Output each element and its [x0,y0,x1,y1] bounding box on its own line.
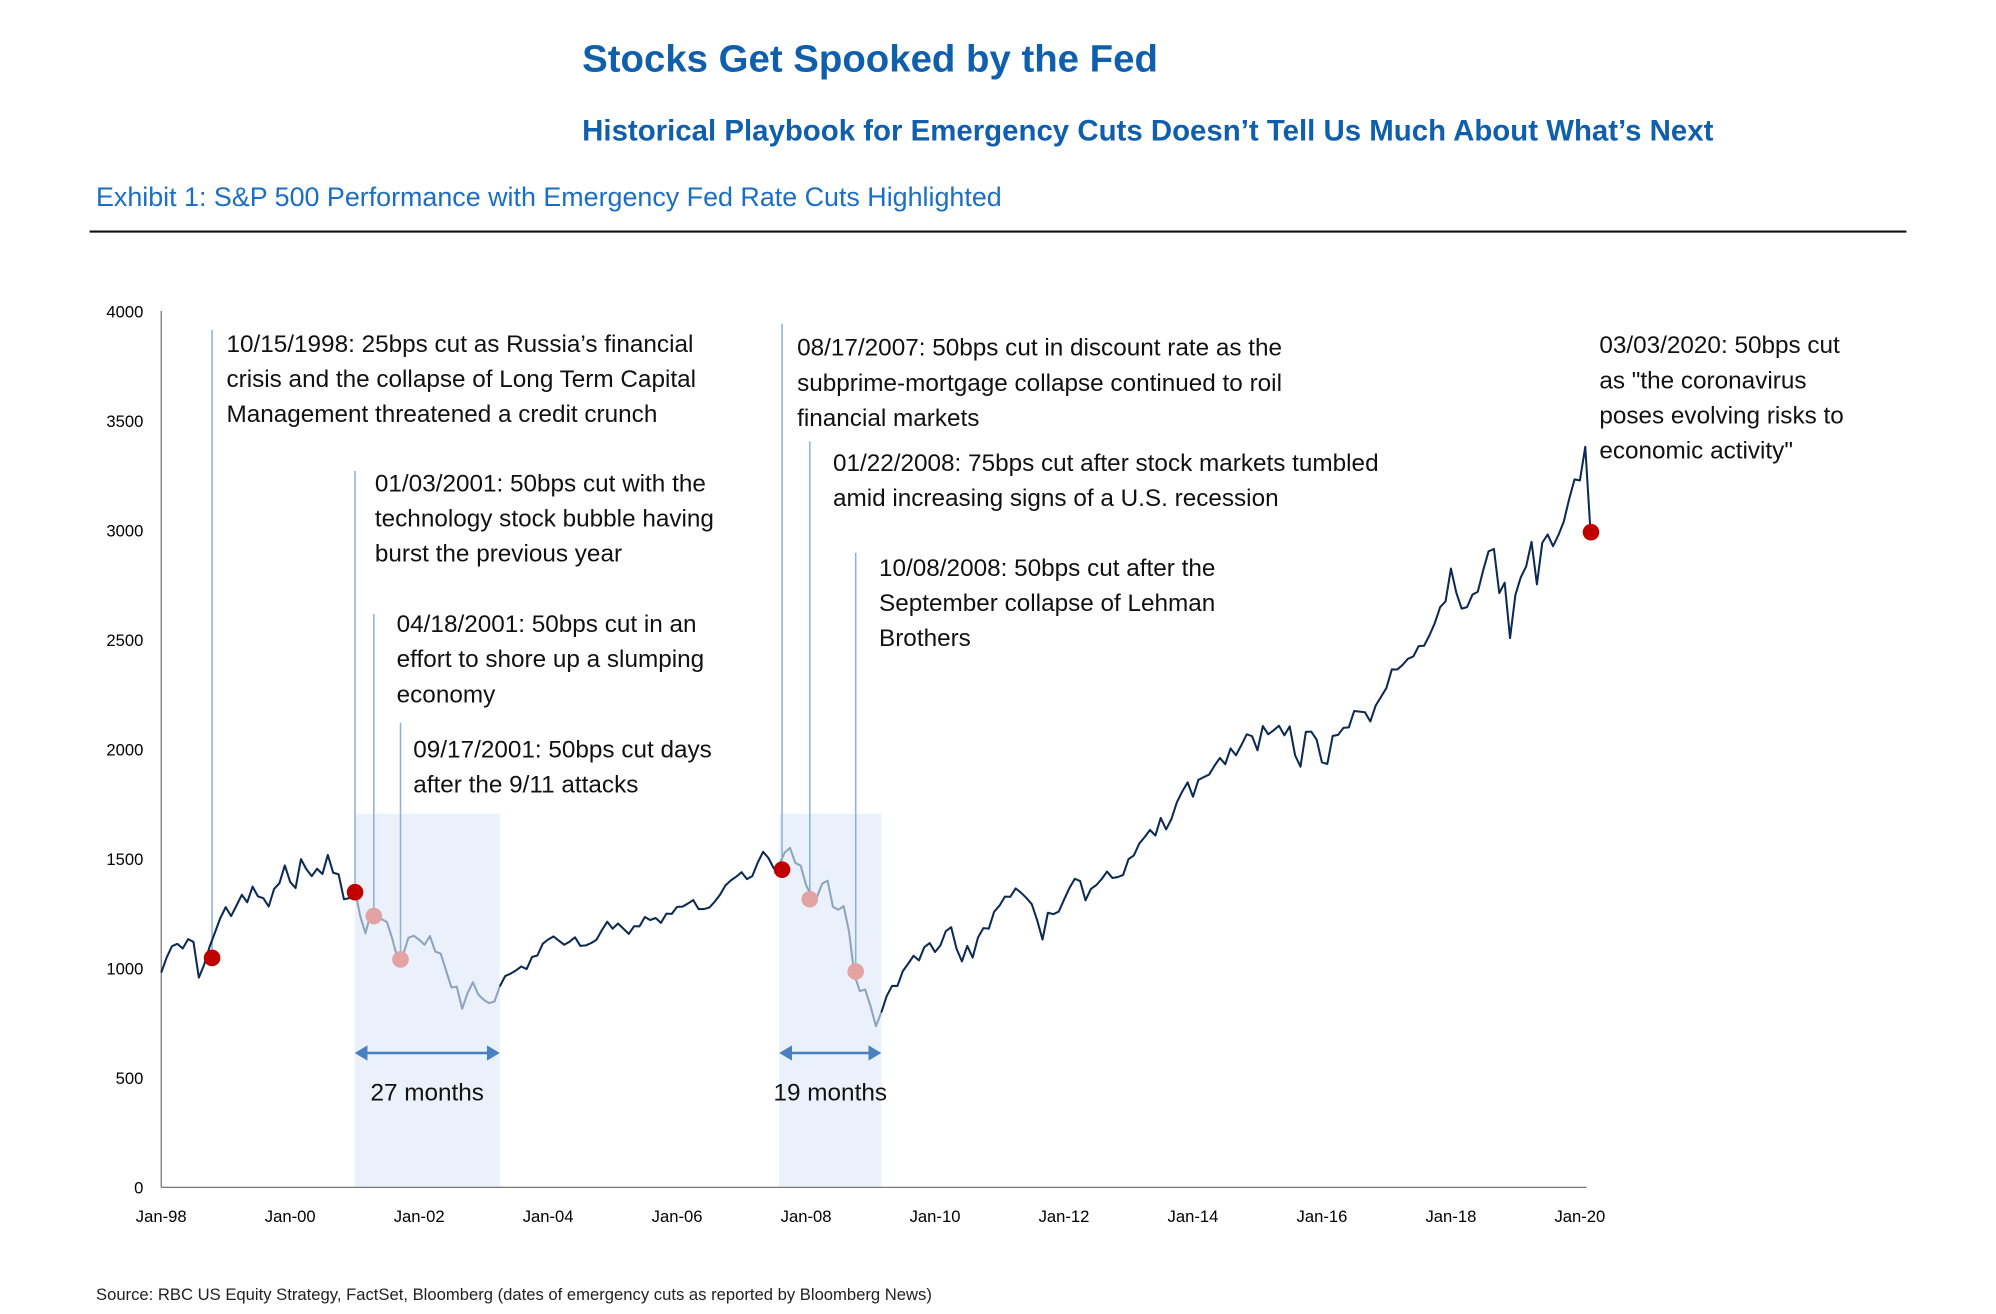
x-tick-label: Jan-20 [1554,1207,1605,1226]
span-label: 27 months [371,1079,484,1106]
annotation-line: effort to shore up a slumping [397,646,705,673]
x-tick-label: Jan-00 [265,1207,316,1226]
annotation: 01/03/2001: 50bps cut with the technology… [375,470,714,567]
line-segment [880,445,1592,1013]
line-segment-shaded [778,846,883,1028]
cut-markers [203,523,1600,980]
annotation-line: 09/17/2001: 50bps cut days [413,736,712,763]
annotation-line: burst the previous year [375,541,622,568]
annotation: 08/17/2007: 50bps cut in discount rate a… [797,335,1282,432]
x-tick-label: Jan-12 [1039,1207,1090,1226]
annotation-line: economy [397,681,496,708]
axes [160,310,1587,1188]
cut-marker [203,949,221,967]
annotation-line: 01/22/2008: 75bps cut after stock market… [833,450,1379,477]
y-tick-label: 500 [116,1069,144,1088]
cut-marker [847,963,864,980]
span-label: 19 months [774,1079,887,1106]
page-subtitle: Historical Playbook for Emergency Cuts D… [582,115,1713,148]
source-note: Source: RBC US Equity Strategy, FactSet,… [96,1285,932,1304]
cut-marker [365,907,383,925]
cut-marker [346,883,364,901]
y-tick-label: 1500 [106,850,143,869]
cut-marker [1582,523,1600,541]
annotation: 09/17/2001: 50bps cut days after the 9/11… [413,736,712,798]
cut-marker [773,861,791,878]
annotation: 10/15/1998: 25bps cut as Russia’s financ… [226,331,696,428]
y-tick-label: 0 [134,1179,143,1198]
cut-marker [392,951,409,968]
line-segment [498,850,780,987]
annotation-line: 04/18/2001: 50bps cut in an [397,611,697,638]
y-tick-label: 3000 [106,521,143,540]
annotation-line: September collapse of Lehman [879,590,1215,617]
x-tick-label: Jan-14 [1168,1207,1219,1226]
annotation-line: 03/03/2020: 50bps cut [1599,332,1840,359]
annotation: 01/22/2008: 75bps cut after stock market… [833,450,1379,512]
annotation-line: economic activity" [1599,438,1793,465]
annotation-line: crisis and the collapse of Long Term Cap… [226,366,696,393]
y-tick-label: 4000 [106,302,143,321]
x-tick-label: Jan-08 [781,1207,832,1226]
annotation-line: 10/08/2008: 50bps cut after the [879,555,1215,582]
exhibit-title: Exhibit 1: S&P 500 Performance with Emer… [96,182,1002,212]
shaded-period [779,813,882,1188]
x-tick-label: Jan-06 [652,1207,703,1226]
annotation-line: 01/03/2001: 50bps cut with the [375,470,706,497]
annotation-line: technology stock bubble having [375,505,714,532]
annotation-line: after the 9/11 attacks [413,772,638,799]
shaded-periods: 27 months 19 months [354,813,887,1188]
x-tick-label: Jan-10 [910,1207,961,1226]
annotation-line: 08/17/2007: 50bps cut in discount rate a… [797,335,1282,362]
x-tick-label: Jan-18 [1426,1207,1477,1226]
annotation-line: 10/15/1998: 25bps cut as Russia’s financ… [226,331,693,358]
cut-marker [801,890,819,908]
x-tick-label: Jan-98 [136,1207,187,1226]
annotation: 04/18/2001: 50bps cut in an effort to sho… [397,611,705,708]
shaded-period [354,813,500,1188]
y-tick-label: 2500 [106,631,143,650]
annotation: 03/03/2020: 50bps cut as "the coronavirus… [1599,332,1843,465]
y-tick-label: 3500 [106,412,143,431]
x-tick-label: Jan-02 [394,1207,445,1226]
annotation: 10/08/2008: 50bps cut after the September… [879,555,1215,652]
line-segment [160,853,356,979]
annotation-line: poses evolving risks to [1599,402,1843,429]
annotation-line: amid increasing signs of a U.S. recessio… [833,485,1279,512]
x-tick-label: Jan-16 [1297,1207,1348,1226]
y-tick-label: 1000 [106,960,143,979]
page-title: Stocks Get Spooked by the Fed [582,38,1158,81]
annotations: 10/15/1998: 25bps cut as Russia’s financ… [226,331,1843,799]
annotation-line: Management threatened a credit crunch [226,401,657,428]
annotation-line: subprime-mortgage collapse continued to … [797,370,1282,397]
annotation-leaders [211,323,857,972]
y-tick-label: 2000 [106,741,143,760]
tick-labels: 0 500 1000 1500 2000 2500 3000 3500 4000 Jan-98 Ja… [106,302,1605,1226]
x-tick-label: Jan-04 [523,1207,574,1226]
annotation-line: as "the coronavirus [1599,367,1806,394]
annotation-line: financial markets [797,405,979,432]
annotation-line: Brothers [879,625,971,652]
